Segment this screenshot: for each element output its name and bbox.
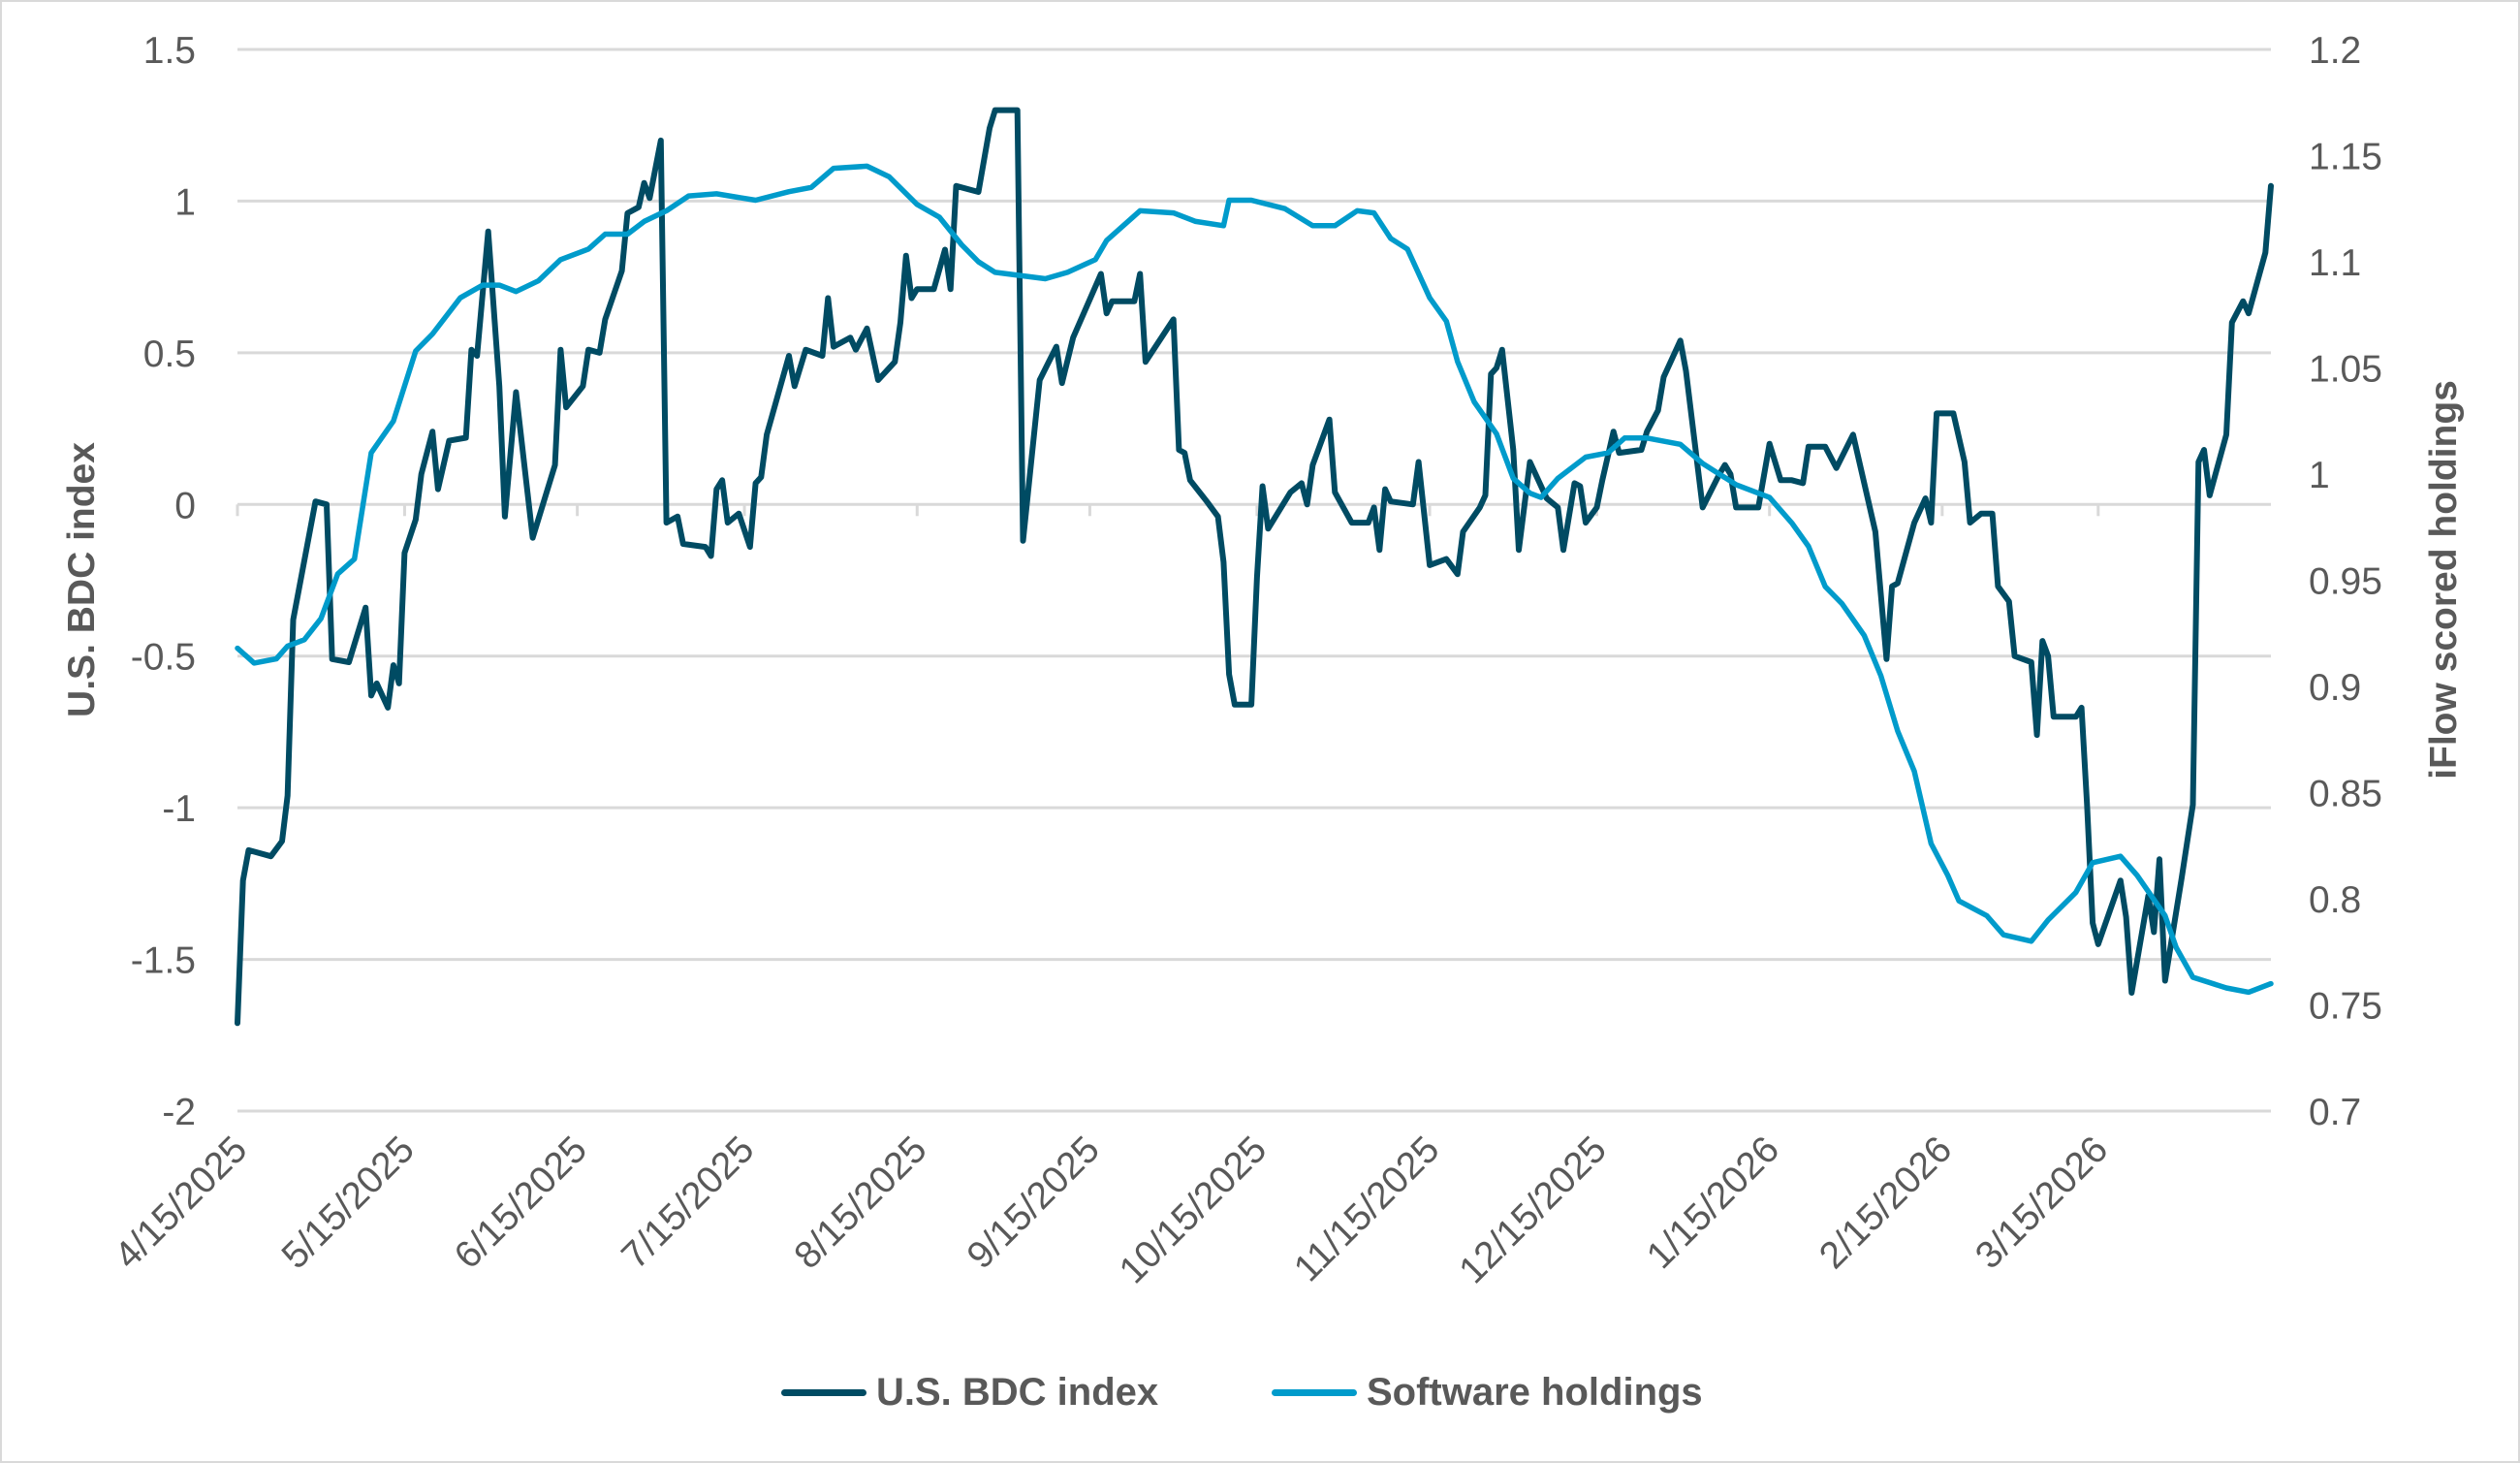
y-right-tick-label: 0.9 <box>2309 667 2361 709</box>
right-axis-title: iFlow scored holdings <box>2423 380 2465 779</box>
x-tick-label: 6/15/2025 <box>447 1129 595 1277</box>
series-line-bdc-index <box>235 107 2274 1027</box>
legend: U.S. BDC index <box>781 1371 1158 1415</box>
y-tick-label: -0.5 <box>131 637 196 679</box>
right-axis-ticks: 1.2 1.15 1.1 1.05 1 0.95 0.9 0.85 0.8 0.75 0.7 <box>2309 30 2382 1133</box>
x-tick-label: 1/15/2026 <box>1639 1129 1787 1277</box>
y-tick-label: 0.5 <box>143 334 196 375</box>
x-tick-label: 3/15/2026 <box>1968 1129 2116 1277</box>
y-tick-label: 1.5 <box>143 30 196 72</box>
y-right-tick-label: 1 <box>2309 455 2330 496</box>
x-tick-label: 7/15/2025 <box>614 1129 762 1277</box>
y-right-tick-label: 0.85 <box>2309 774 2382 815</box>
legend-swatch-bdc <box>781 1389 866 1396</box>
series-lines <box>235 107 2274 1027</box>
y-right-tick-label: 1.1 <box>2309 242 2361 284</box>
y-right-tick-label: 1.2 <box>2309 30 2361 72</box>
y-right-tick-label: 0.95 <box>2309 561 2382 603</box>
x-tick-label: 11/15/2025 <box>1286 1129 1447 1289</box>
left-axis-ticks: 1.5 1 0.5 0 -0.5 -1 -1.5 -2 <box>131 30 196 1133</box>
legend-swatch-software <box>1272 1389 1357 1396</box>
y-right-tick-label: 0.8 <box>2309 879 2361 921</box>
x-tick-label: 10/15/2025 <box>1112 1129 1275 1291</box>
x-tick-label: 9/15/2025 <box>960 1129 1108 1277</box>
series-line-software-holdings <box>235 163 2274 996</box>
y-tick-label: -1 <box>162 788 196 830</box>
y-right-tick-label: 1.05 <box>2309 349 2382 391</box>
y-tick-label: 0 <box>174 485 196 526</box>
x-axis-ticks: 4/15/2025 5/15/2025 6/15/2025 7/15/2025 8/15… <box>107 1129 2116 1291</box>
legend-label-bdc: U.S. BDC index <box>876 1371 1159 1414</box>
x-tick-label: 12/15/2025 <box>1451 1129 1614 1291</box>
x-tick-label: 5/15/2025 <box>274 1129 423 1277</box>
y-right-tick-label: 0.7 <box>2309 1092 2361 1133</box>
legend-label-software: Software holdings <box>1367 1371 1703 1414</box>
x-tick-label: 4/15/2025 <box>107 1129 255 1277</box>
y-tick-label: 1 <box>174 181 196 223</box>
y-tick-label: -1.5 <box>131 940 196 982</box>
x-tick-label: 8/15/2025 <box>787 1129 935 1277</box>
y-tick-label: -2 <box>162 1092 196 1133</box>
legend: Software holdings <box>1272 1371 1703 1415</box>
y-right-tick-label: 1.15 <box>2309 137 2382 178</box>
left-axis-title: U.S. BDC index <box>61 442 103 717</box>
y-right-tick-label: 0.75 <box>2309 986 2382 1028</box>
x-tick-label: 2/15/2026 <box>1811 1129 1960 1277</box>
